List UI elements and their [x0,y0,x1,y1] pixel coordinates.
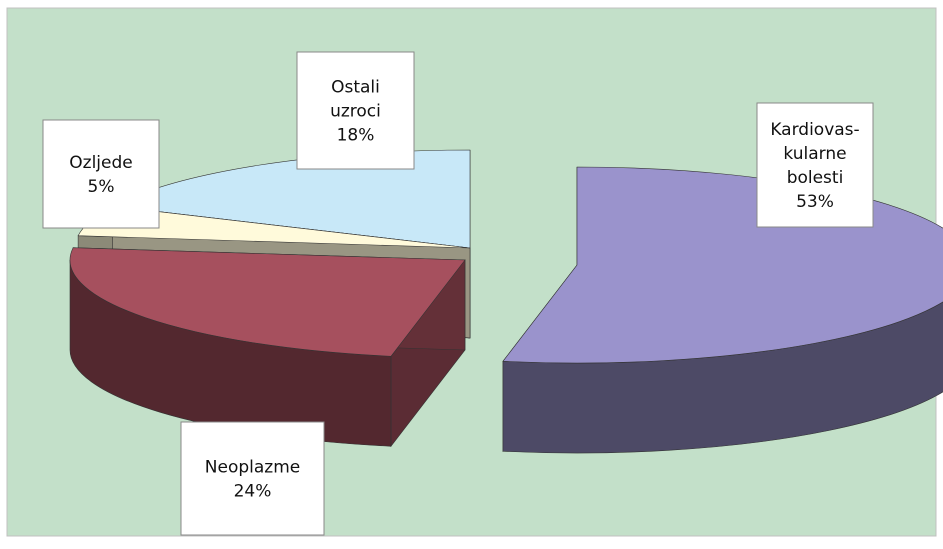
data-label-line: Neoplazme [205,458,300,478]
data-label-ostali-uzroci: Ostali uzroci 18% [296,51,415,170]
slice-neoplazme [69,247,466,448]
data-label-line: 53% [796,192,834,212]
slice-top-neoplazme [69,247,466,357]
data-label-line: Kardiovas- [770,120,859,140]
data-label-line: bolesti [787,168,844,188]
data-label-box [756,102,874,228]
data-label-line: Ozljede [69,153,132,173]
data-label-line: 24% [234,482,272,502]
pie-slices [69,149,943,454]
data-label-line: uzroci [330,102,381,122]
pie-labels: Kardiovas-kularne bolesti 53% Neoplazme 24% O… [42,51,874,536]
data-label-ozljede: Ozljede 5% [42,119,160,229]
data-label-line: 5% [88,177,115,197]
data-label-line: Ostali [331,78,380,98]
data-label-line: kularne [783,144,846,164]
data-label-box [180,421,325,536]
data-label-line: 18% [337,126,375,146]
data-label-box [296,51,415,170]
data-label-box [42,119,160,229]
data-label-kardiovaskularne-bolesti: Kardiovas-kularne bolesti 53% [756,102,874,228]
data-label-neoplazme: Neoplazme 24% [180,421,325,536]
